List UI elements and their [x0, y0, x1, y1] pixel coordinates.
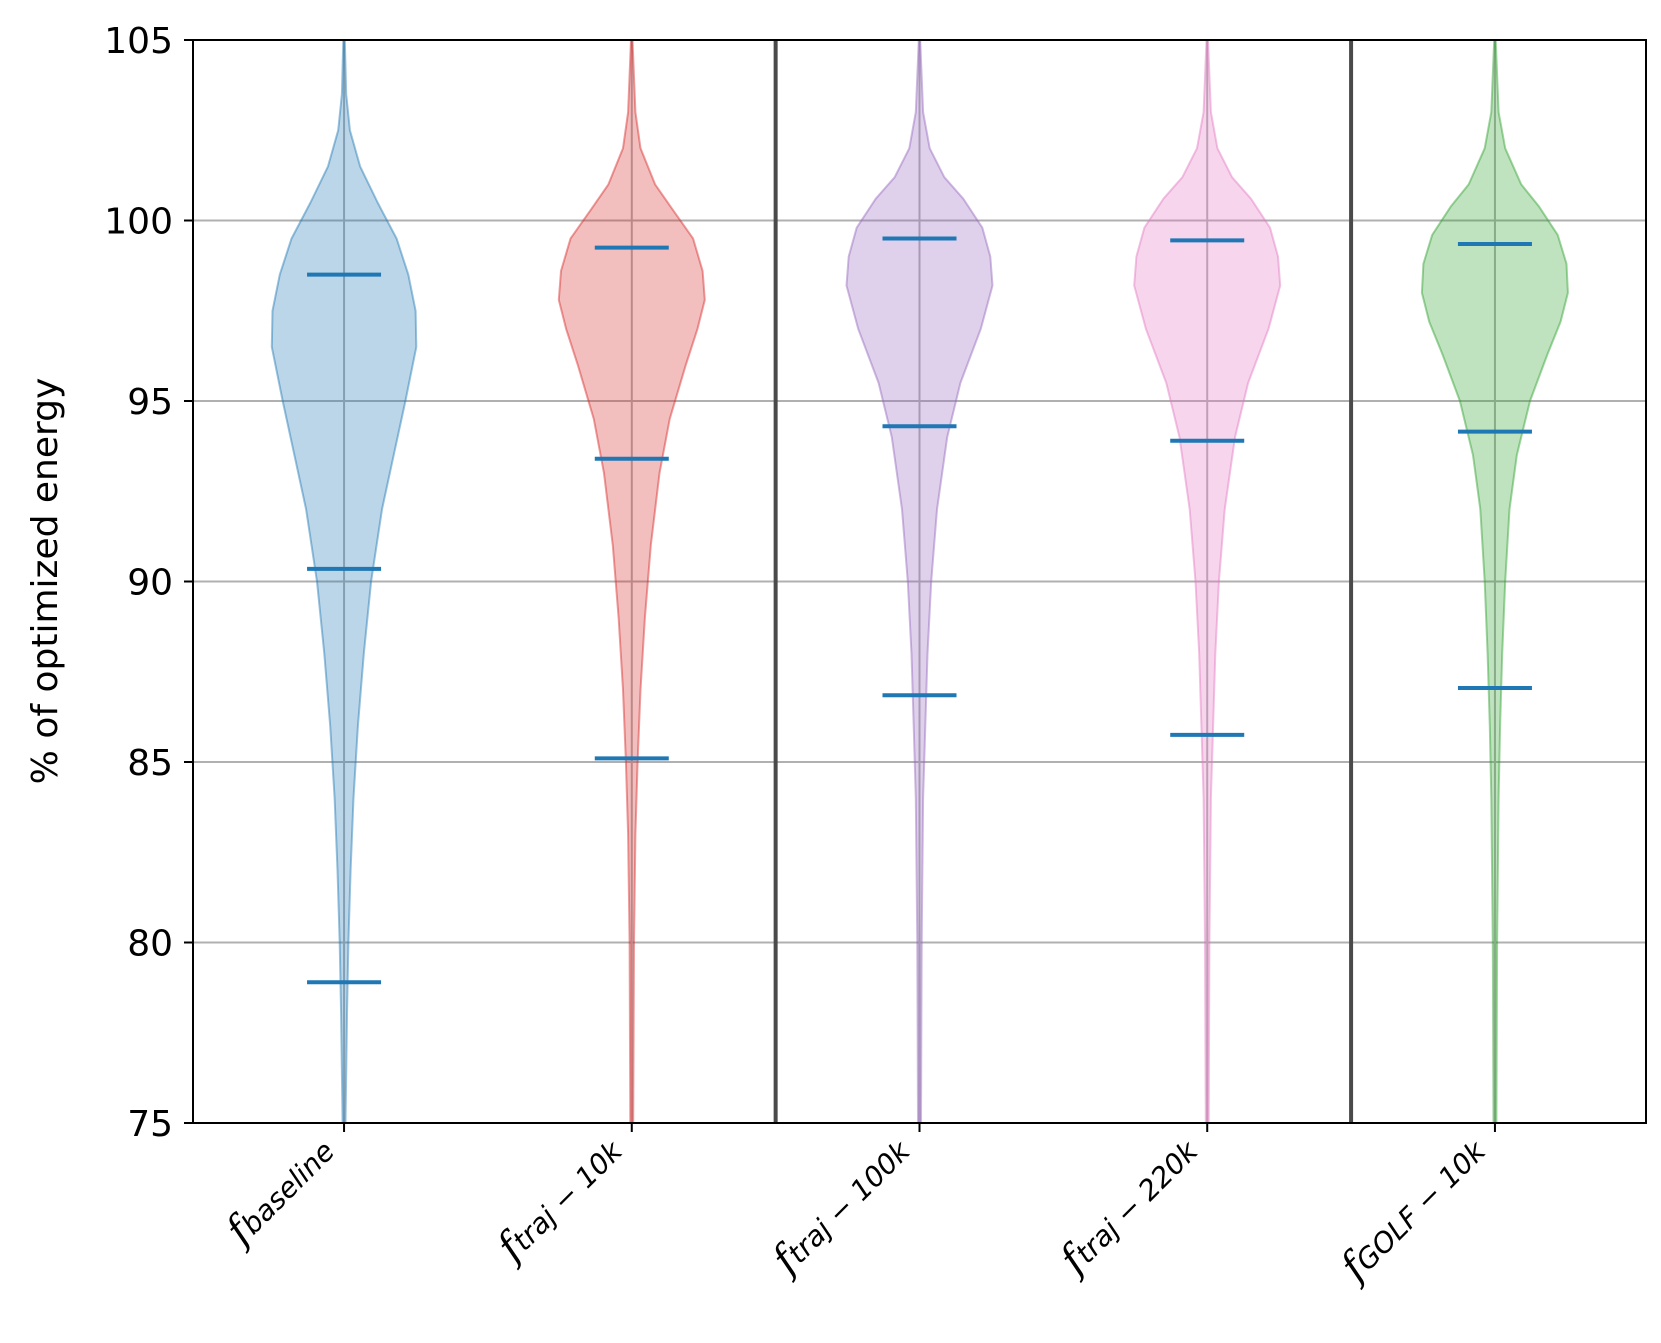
y-tick-label: 95 — [127, 382, 173, 423]
x-tick-label: fGOLF − 10k — [1330, 1126, 1496, 1292]
group-separators — [773, 40, 1354, 1123]
y-tick-label: 105 — [104, 21, 173, 62]
x-tick-label-text: ftraj − 220k — [1049, 1126, 1207, 1284]
x-tick-label-sub: traj − 10k — [506, 1133, 630, 1257]
y-axis-ticks: 75 80 85 90 95 100 105 — [104, 21, 193, 1145]
x-tick-label-text: fGOLF − 10k — [1330, 1126, 1496, 1292]
x-tick-label-text: ftraj − 10k — [486, 1126, 632, 1272]
y-tick-label: 75 — [127, 1104, 173, 1145]
quantile-lines — [307, 236, 1532, 985]
x-tick-label: ftraj − 100k — [761, 1126, 919, 1284]
y-tick-label: 90 — [127, 563, 173, 604]
x-tick-label-sub: traj − 220k — [1069, 1133, 1206, 1270]
y-axis-label: % of optimized energy — [25, 378, 66, 785]
x-tick-label: ftraj − 220k — [1049, 1126, 1207, 1284]
y-tick-label: 85 — [127, 743, 173, 784]
x-tick-label: ftraj − 10k — [486, 1126, 632, 1272]
x-tick-label-text: ftraj − 100k — [761, 1126, 919, 1284]
x-axis-ticks: fbaseline ftraj − 10k ftraj − 100k ftraj − … — [215, 1123, 1496, 1292]
y-tick-label: 100 — [104, 202, 173, 243]
x-tick-label-sub: baseline — [235, 1135, 341, 1241]
x-tick-label: fbaseline — [215, 1128, 343, 1256]
x-tick-label-text: fbaseline — [215, 1128, 343, 1256]
x-tick-label-sub: traj − 100k — [781, 1133, 918, 1270]
y-tick-label: 80 — [127, 924, 173, 965]
violins — [270, 39, 1569, 1124]
x-tick-label-sub: GOLF − 10k — [1349, 1133, 1493, 1277]
